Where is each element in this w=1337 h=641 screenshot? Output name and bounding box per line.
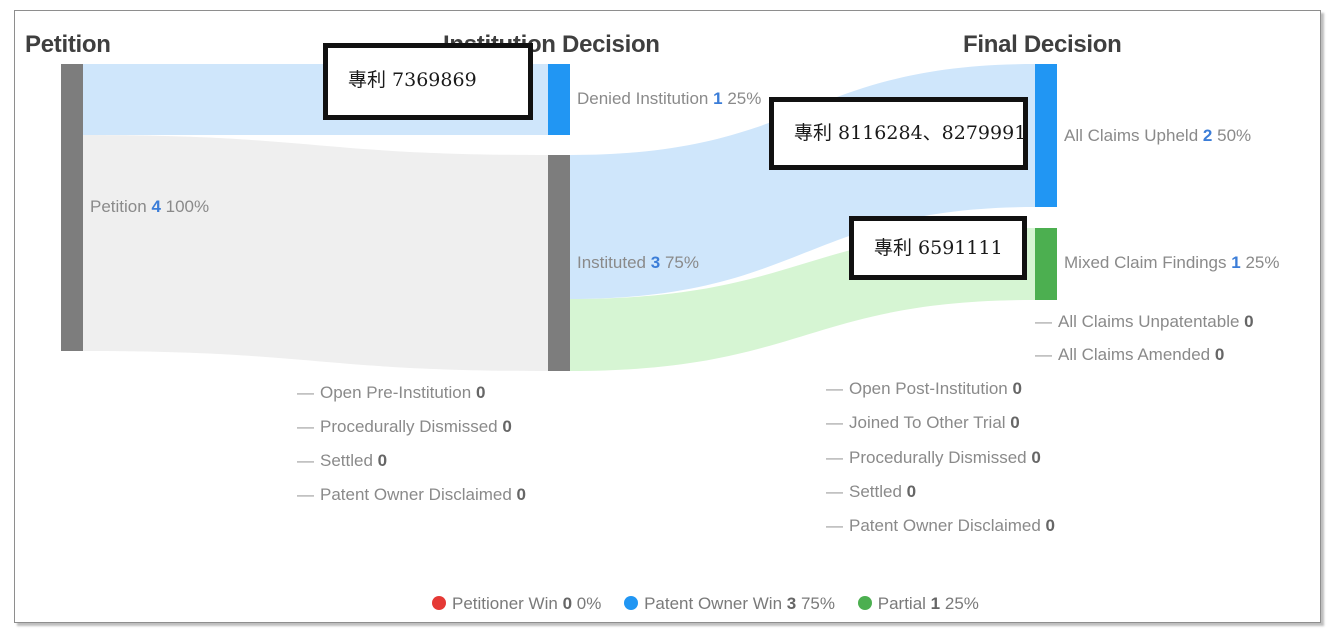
green-dot-icon xyxy=(857,596,872,610)
sankey-frame: Petition Institution Decision Final Deci… xyxy=(14,10,1321,623)
node-pct: 25% xyxy=(727,89,762,108)
outcome-count: 0 xyxy=(502,417,512,436)
node-label-petition: Petition 4 100% xyxy=(90,197,209,217)
node-name: All Claims Upheld xyxy=(1064,126,1199,145)
empty-outcome-settled: — Settled 0 xyxy=(297,451,388,470)
legend-pct: 25% xyxy=(944,594,979,613)
outcome-name: Settled xyxy=(849,482,902,501)
outcome-name: Joined To Other Trial xyxy=(849,413,1006,432)
outcome-name: Open Pre-Institution xyxy=(320,383,472,402)
node-count: 1 xyxy=(1231,253,1241,272)
empty-outcome-open-post-institution: — Open Post-Institution 0 xyxy=(826,379,1022,398)
node-count: 1 xyxy=(713,89,723,108)
outcome-name: Patent Owner Disclaimed xyxy=(320,485,512,504)
outcome-count: 0 xyxy=(1244,312,1254,331)
empty-outcome-final-patent-owner-disclaimed: — Patent Owner Disclaimed 0 xyxy=(826,516,1056,535)
node-label-mixed: Mixed Claim Findings 1 25% xyxy=(1064,253,1279,273)
legend-count: 1 xyxy=(930,594,941,613)
red-dot-icon xyxy=(432,596,446,610)
outcome-name: Open Post-Institution xyxy=(849,379,1008,398)
node-count: 2 xyxy=(1202,126,1213,145)
outcome-name: All Claims Unpatentable xyxy=(1058,312,1240,331)
node-label-instituted: Instituted 3 75% xyxy=(577,253,699,273)
legend-label: Petitioner Win xyxy=(452,594,558,613)
empty-outcome-open-pre-institution: — Open Pre-Institution 0 xyxy=(297,383,486,402)
outcome-count: 0 xyxy=(1012,379,1022,398)
node-count: 3 xyxy=(650,253,661,272)
node-name: Denied Institution xyxy=(577,89,709,108)
legend-count: 0 xyxy=(562,594,573,613)
legend-label: Partial xyxy=(877,594,926,613)
node-bar-mixed[interactable] xyxy=(1035,228,1057,300)
node-bar-upheld[interactable] xyxy=(1035,64,1057,207)
node-bar-denied[interactable] xyxy=(548,64,570,135)
outcome-count: 0 xyxy=(1010,413,1020,432)
legend-count: 3 xyxy=(786,594,797,613)
empty-outcome-unpatentable: — All Claims Unpatentable 0 xyxy=(1035,312,1254,331)
node-pct: 100% xyxy=(165,197,210,216)
empty-outcome-joined-to-other-trial: — Joined To Other Trial 0 xyxy=(826,413,1020,432)
node-name: Instituted xyxy=(577,253,646,272)
annotation-upheld-patents: 專利 8116284、8279991 xyxy=(769,97,1028,170)
outcome-count: 0 xyxy=(516,485,527,504)
legend-pct: 75% xyxy=(800,594,835,613)
legend-item-partial[interactable]: Partial 1 25% xyxy=(857,594,979,614)
outcome-count: 0 xyxy=(377,451,388,470)
legend-label: Patent Owner Win xyxy=(644,594,783,613)
node-bar-instituted[interactable] xyxy=(548,155,570,371)
node-name: Mixed Claim Findings xyxy=(1064,253,1227,272)
empty-outcome-procedurally-dismissed: — Procedurally Dismissed 0 xyxy=(297,417,512,436)
outcome-name: Procedurally Dismissed xyxy=(849,448,1027,467)
annotation-denied-patent: 專利 7369869 xyxy=(323,43,533,120)
legend-item-patent-owner-win[interactable]: Patent Owner Win 3 75% xyxy=(624,594,835,614)
outcome-count: 0 xyxy=(1045,516,1056,535)
node-label-upheld: All Claims Upheld 2 50% xyxy=(1064,126,1251,146)
outcome-name: Settled xyxy=(320,451,373,470)
node-pct: 75% xyxy=(664,253,699,272)
outcome-count: 0 xyxy=(906,482,917,501)
outcome-name: Patent Owner Disclaimed xyxy=(849,516,1041,535)
node-pct: 50% xyxy=(1217,126,1252,145)
legend-pct: 0% xyxy=(576,594,602,613)
outcome-count: 0 xyxy=(1031,448,1041,467)
node-bar-petition[interactable] xyxy=(61,64,83,351)
empty-outcome-amended: — All Claims Amended 0 xyxy=(1035,345,1225,364)
blue-dot-icon xyxy=(624,596,639,610)
column-title-petition: Petition xyxy=(25,31,111,58)
legend: Petitioner Win 0 0% Patent Owner Win 3 7… xyxy=(432,594,997,614)
empty-outcome-final-procedurally-dismissed: — Procedurally Dismissed 0 xyxy=(826,448,1041,467)
outcome-count: 0 xyxy=(475,383,486,402)
flow-petition-to-instituted xyxy=(83,135,548,371)
outcome-name: Procedurally Dismissed xyxy=(320,417,498,436)
node-name: Petition xyxy=(90,197,147,216)
node-pct: 25% xyxy=(1245,253,1280,272)
empty-outcome-patent-owner-disclaimed: — Patent Owner Disclaimed 0 xyxy=(297,485,527,504)
outcome-count: 0 xyxy=(1214,345,1225,364)
column-title-final: Final Decision xyxy=(963,31,1122,58)
legend-item-petitioner-win[interactable]: Petitioner Win 0 0% xyxy=(432,594,601,614)
node-label-denied: Denied Institution 1 25% xyxy=(577,89,761,109)
annotation-mixed-patent: 專利 6591111 xyxy=(849,216,1027,280)
node-count: 4 xyxy=(151,197,161,216)
outcome-name: All Claims Amended xyxy=(1058,345,1211,364)
empty-outcome-final-settled: — Settled 0 xyxy=(826,482,917,501)
